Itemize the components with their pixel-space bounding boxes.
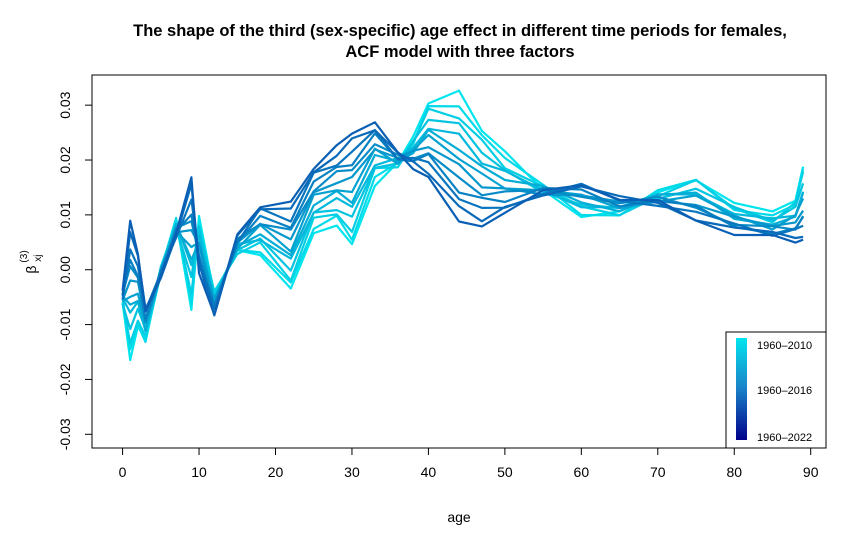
series-line: [121, 127, 805, 332]
legend-label-first: 1960–2010: [757, 340, 812, 352]
y-tick-label: 0.03: [57, 91, 73, 118]
y-tick-label: 0.01: [57, 201, 73, 228]
x-tick-label: 0: [119, 464, 127, 480]
y-tick-label: 0.00: [57, 256, 73, 283]
x-tick-label: 80: [726, 464, 742, 480]
series-line: [122, 133, 805, 325]
chart-title-line2: ACF model with three factors: [345, 43, 574, 61]
y-axis-label: β xj (3): [19, 250, 44, 273]
x-axis-label: age: [447, 509, 471, 525]
legend-label-last: 1960–2022: [757, 432, 812, 444]
y-axis-label-base: β: [23, 266, 39, 274]
x-tick-label: 10: [191, 464, 207, 480]
x-tick-label: 30: [344, 464, 360, 480]
series-line: [121, 128, 805, 333]
y-tick-label: -0.03: [57, 418, 73, 450]
series-line: [121, 107, 805, 345]
y-tick-label: -0.01: [57, 308, 73, 340]
series-line: [121, 118, 805, 331]
legend-color-bar: [736, 338, 747, 440]
x-tick-label: 70: [650, 464, 666, 480]
series-line: [121, 146, 805, 320]
x-tick-label: 90: [803, 464, 819, 480]
y-axis-label-sub: xj: [33, 254, 44, 261]
chart-title-line1: The shape of the third (sex-specific) ag…: [133, 22, 787, 40]
x-tick-label: 20: [268, 464, 284, 480]
legend: 1960–2010 1960–2016 1960–2022: [725, 331, 827, 449]
series-line: [121, 104, 805, 351]
svg-text:β xj (3): β xj (3): [19, 250, 44, 273]
plot-lines: [121, 89, 805, 362]
y-axis: -0.03 -0.02 -0.01 0.00 0.01 0.02 0.03: [57, 91, 93, 450]
legend-label-middle: 1960–2016: [757, 385, 812, 397]
x-tick-label: 60: [574, 464, 590, 480]
series-line: [121, 143, 805, 323]
series-line: [121, 121, 804, 316]
y-axis-label-sup: (3): [19, 250, 30, 262]
series-line: [121, 89, 805, 362]
x-axis: 0 10 20 30 40 50 60 70 80 90: [119, 447, 819, 480]
y-tick-label: -0.02: [57, 363, 73, 395]
x-tick-label: 50: [497, 464, 513, 480]
y-tick-label: 0.02: [57, 146, 73, 173]
x-tick-label: 40: [421, 464, 437, 480]
